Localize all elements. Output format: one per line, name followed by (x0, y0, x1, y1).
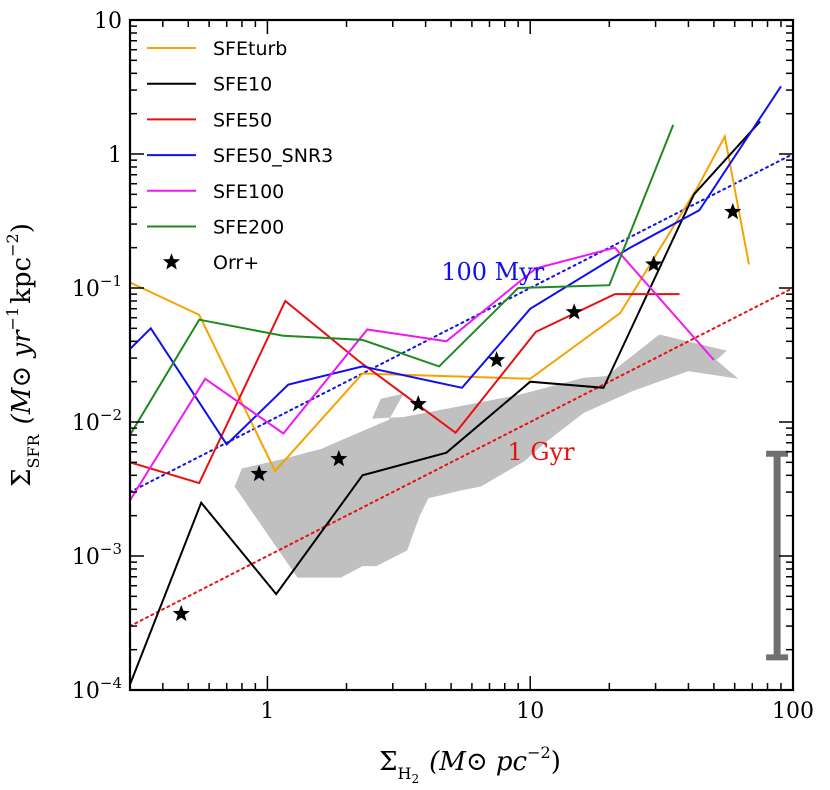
x-tick-label: 1 (260, 699, 274, 724)
depletion-line-1-gyr (130, 287, 793, 628)
y-tick-label: 10 (94, 9, 122, 34)
legend-label-orr: Orr+ (213, 252, 259, 274)
y-axis-title: ΣSFR(M⊙ yr−1kpc−2) (3, 223, 43, 487)
orr-star-marker (250, 464, 268, 482)
legend-star-icon (162, 253, 181, 270)
orr-star-marker (488, 351, 506, 368)
legend-label-sfe10: SFE10 (213, 74, 272, 96)
legend: SFEturb SFE10 SFE50 SFE50_SNR3 SFE100 SFE200 O… (147, 38, 333, 274)
orr-star-marker (724, 202, 742, 220)
legend-label-sfe50: SFE50 (213, 109, 272, 131)
series-line-sfe200 (130, 124, 675, 436)
orr-star-marker (330, 449, 348, 467)
series-line-sfe100 (130, 246, 715, 501)
y-tick-label: 10−1 (72, 272, 122, 302)
legend-label-sfe50-snr3: SFE50_SNR3 (213, 145, 333, 167)
x-tick-label: 100 (772, 699, 814, 724)
shaded-region (234, 334, 739, 578)
legend-label-sfe200: SFE200 (213, 217, 284, 239)
x-axis-title: ΣH2(M⊙ pc−2) (379, 743, 561, 786)
series-line-sfe50 (130, 293, 680, 485)
orr-star-marker (645, 255, 663, 272)
orr-star-marker (565, 303, 583, 320)
depletion-label-1-gyr: 1 Gyr (508, 438, 576, 466)
series-line-sfe10 (130, 120, 761, 685)
y-tick-label: 1 (108, 143, 122, 168)
depletion-label-100-myr: 100 Myr (441, 258, 545, 286)
series-line-sfe50-snr3 (130, 85, 782, 446)
y-tick-label: 10−2 (72, 406, 122, 436)
orr-star-marker (409, 395, 427, 412)
legend-label-sfe100: SFE100 (213, 181, 284, 203)
legend-label-sfeturb: SFEturb (213, 38, 287, 60)
series-line-sfeturb (130, 133, 750, 473)
y-tick-label: 10−3 (72, 540, 122, 570)
y-tick-label: 10−4 (72, 674, 122, 704)
x-tick-label: 10 (516, 699, 544, 724)
orr-star-marker (172, 604, 190, 622)
plot-frame (128, 18, 795, 692)
